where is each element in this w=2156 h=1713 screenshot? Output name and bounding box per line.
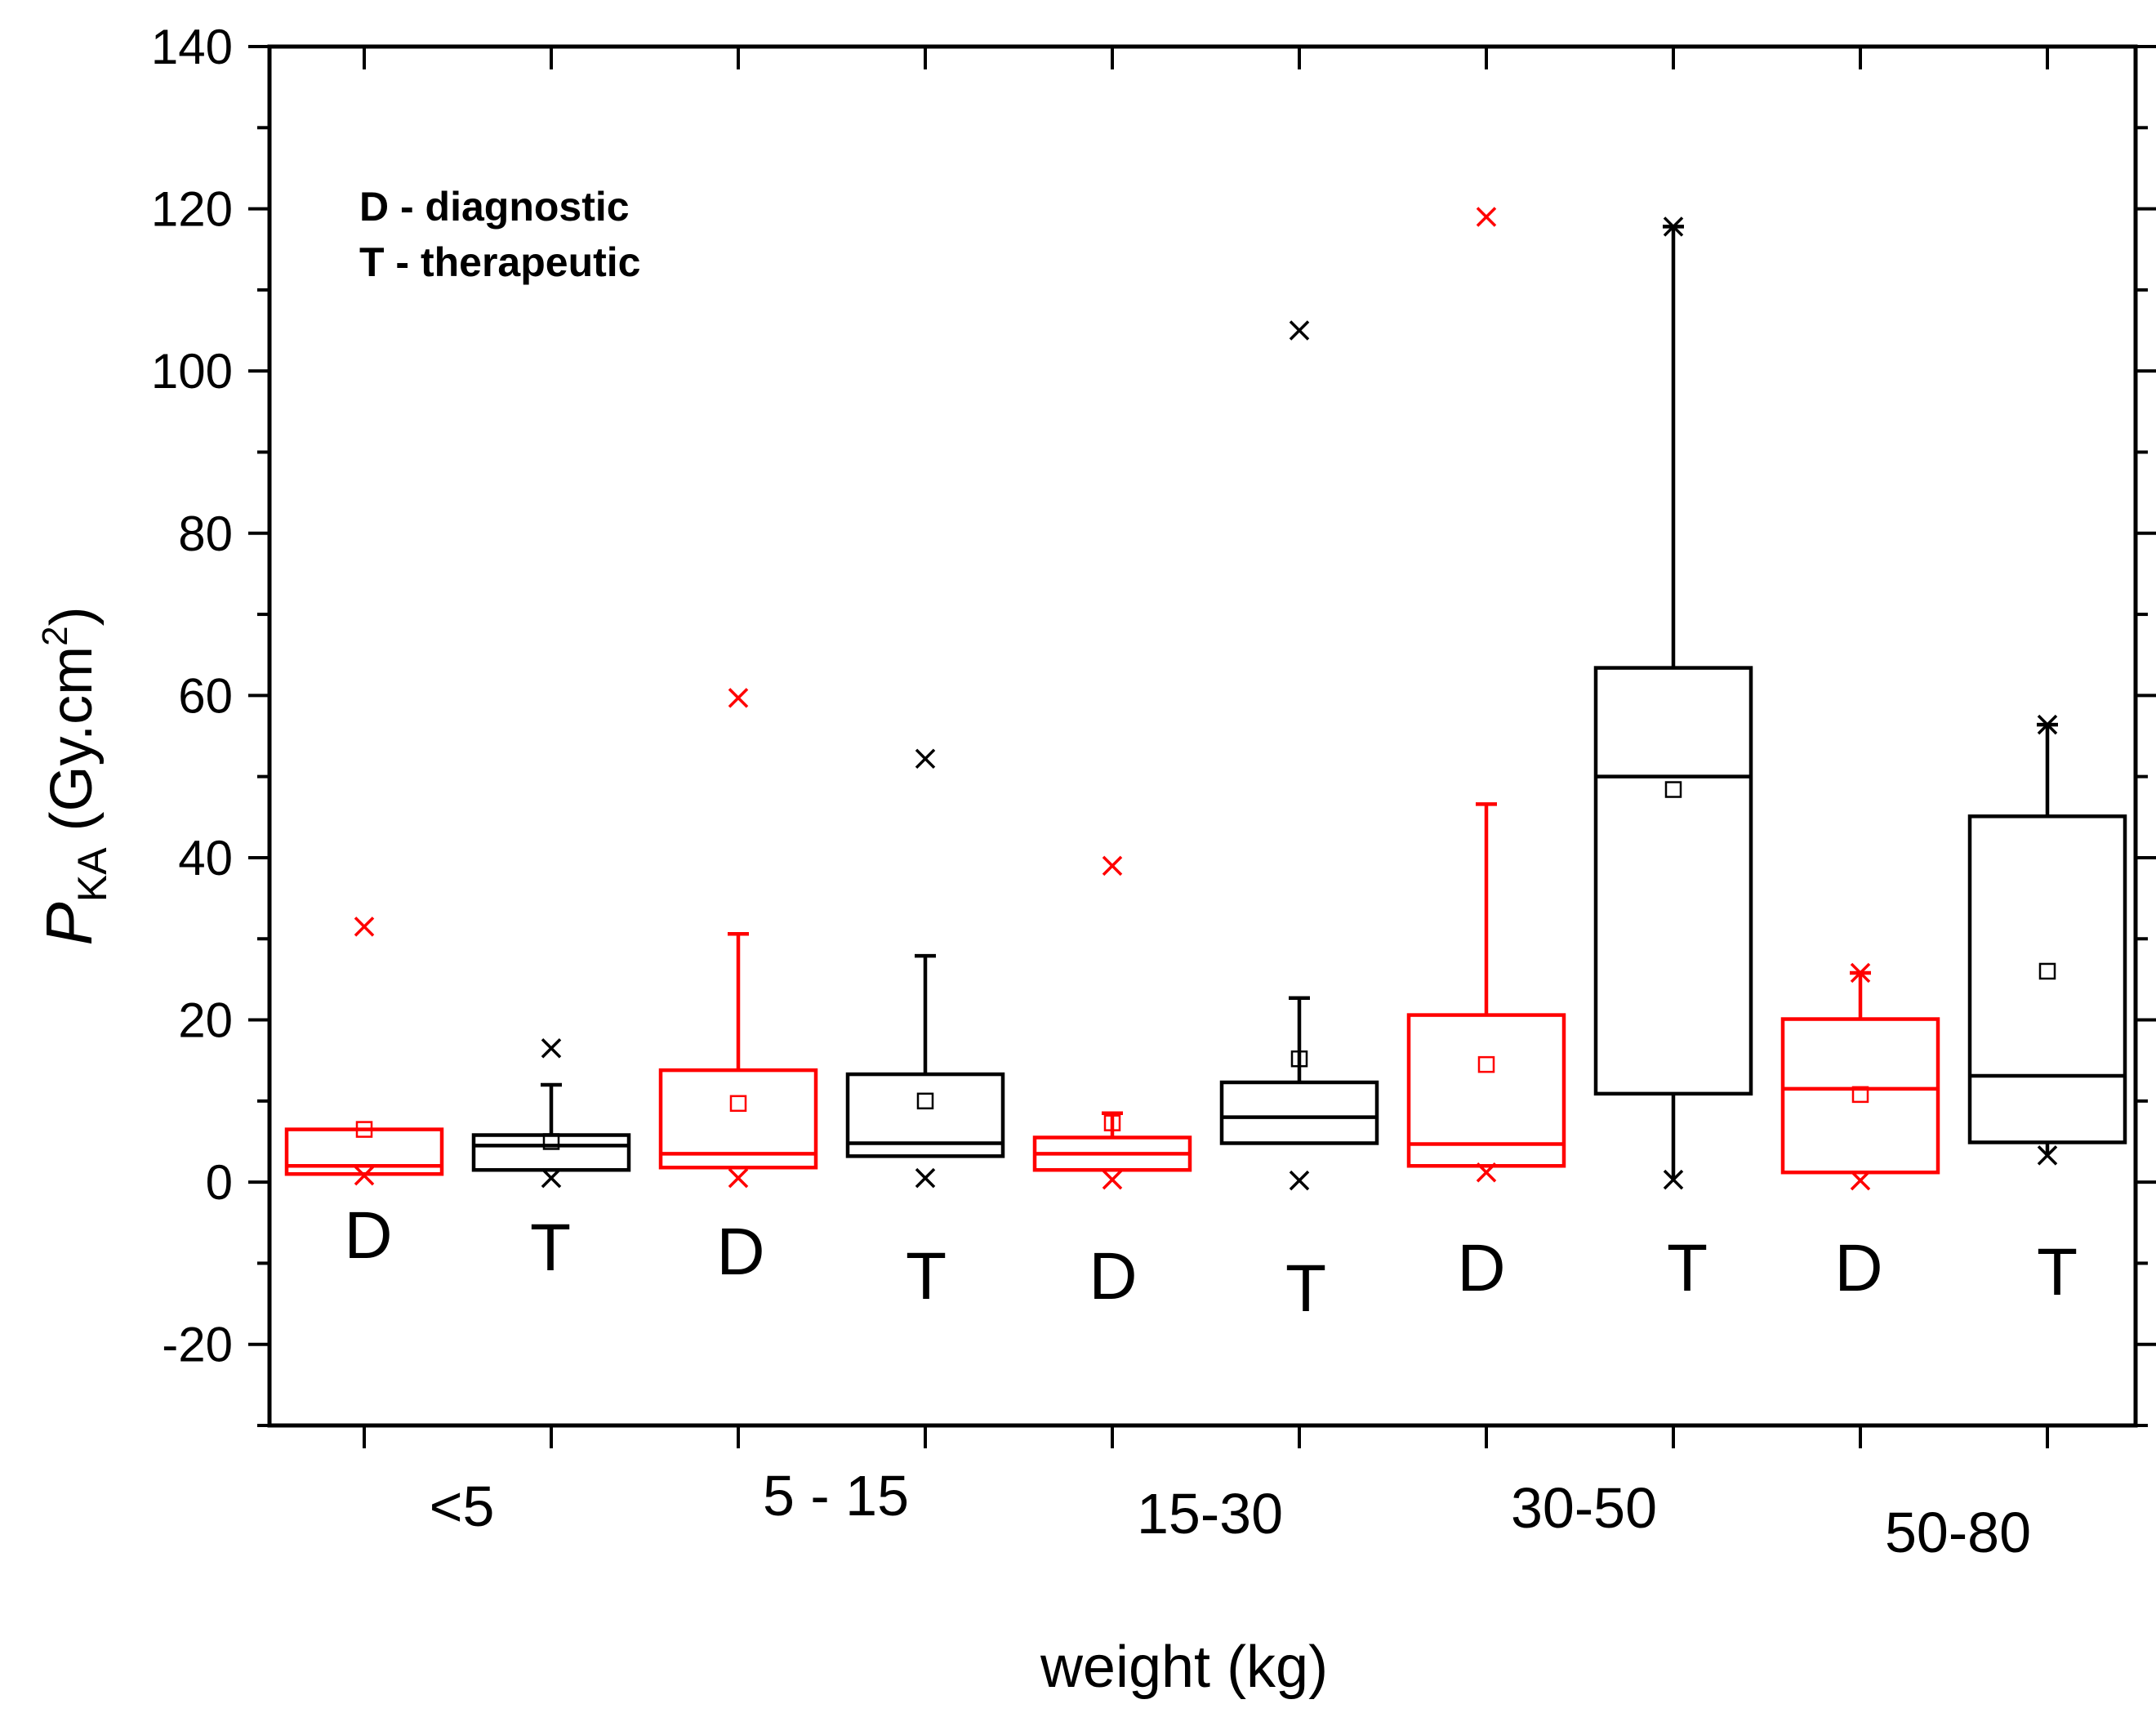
max-marker-stroke <box>1663 216 1684 237</box>
min-marker <box>1289 1170 1310 1191</box>
box-category-label: D <box>1457 1231 1505 1305</box>
box-category-label: D <box>344 1198 392 1273</box>
box-mean-marker <box>1477 1055 1495 1073</box>
legend-therapeutic: T - therapeutic <box>359 239 640 285</box>
max-marker <box>541 1038 562 1059</box>
max-marker <box>1850 962 1871 984</box>
min-marker <box>1663 1169 1684 1190</box>
box-category-label: D <box>1089 1239 1137 1314</box>
box-mean-marker <box>729 1095 747 1113</box>
box-mean-marker <box>1664 781 1682 798</box>
x-group-label: <5 <box>430 1474 495 1538</box>
min-marker-stroke <box>2037 1145 2058 1166</box>
svg-text:PKA (Gy.cm2): PKA (Gy.cm2) <box>33 606 115 945</box>
min-marker <box>1850 1170 1871 1191</box>
min-marker-stroke <box>1663 1169 1684 1190</box>
min-marker-stroke <box>354 1165 375 1186</box>
y-tick-label: 140 <box>151 20 233 74</box>
y-axis-title: PKA (Gy.cm2) <box>33 606 115 945</box>
min-marker <box>2037 1145 2058 1166</box>
min-marker <box>915 1167 936 1189</box>
y-axis-subscript: KA <box>69 847 115 902</box>
box-mean-marker <box>1851 1086 1869 1104</box>
box-category-label: T <box>1285 1251 1326 1326</box>
box-mean-marker <box>1290 1050 1308 1068</box>
max-marker-stroke <box>1476 207 1497 227</box>
box-mean-marker <box>2038 962 2056 980</box>
max-marker <box>1663 216 1684 237</box>
max-marker <box>1289 320 1310 341</box>
y-tick-label: -20 <box>162 1318 233 1372</box>
max-marker-stroke <box>1850 962 1871 984</box>
min-marker-stroke <box>1476 1162 1497 1183</box>
min-marker <box>354 1165 375 1186</box>
box-iqr <box>1593 666 1753 1096</box>
y-tick-label: 100 <box>151 344 233 399</box>
plot-area <box>248 44 2156 1448</box>
box-mean-marker <box>355 1121 373 1138</box>
min-marker <box>1102 1169 1123 1190</box>
x-axis-title: weight (kg) <box>1040 1635 1328 1700</box>
min-marker-stroke <box>728 1167 749 1189</box>
max-marker-stroke <box>1102 855 1123 877</box>
x-group-label: 15-30 <box>1137 1482 1283 1546</box>
max-marker-stroke <box>354 917 375 937</box>
box-iqr <box>1967 814 2127 1144</box>
min-marker-stroke <box>1850 1170 1871 1191</box>
y-tick-label: 80 <box>178 506 233 561</box>
min-marker <box>728 1167 749 1189</box>
max-marker-stroke <box>2037 714 2058 735</box>
max-marker <box>354 917 375 937</box>
min-marker-stroke <box>915 1167 936 1189</box>
y-tick-label: 0 <box>206 1155 233 1210</box>
box-iqr <box>658 1068 818 1170</box>
y-axis-unit-superscript: 2 <box>35 626 75 645</box>
box-iqr <box>471 1133 631 1172</box>
box-category-label: T <box>906 1239 947 1314</box>
max-marker <box>915 748 936 770</box>
max-marker <box>1102 855 1123 877</box>
min-marker <box>1476 1162 1497 1183</box>
max-marker <box>728 688 749 708</box>
y-tick-label: 60 <box>178 668 233 723</box>
max-marker-stroke <box>915 748 936 770</box>
max-marker <box>2037 714 2058 735</box>
plot-frame <box>267 44 2138 1428</box>
min-marker-stroke <box>541 1167 562 1189</box>
min-marker-stroke <box>1289 1170 1310 1191</box>
box-category-label: T <box>530 1211 571 1285</box>
box-category-label: T <box>2037 1235 2078 1309</box>
min-marker <box>541 1167 562 1189</box>
box-iqr <box>1406 1013 1566 1168</box>
max-marker <box>1476 207 1497 227</box>
legend-diagnostic: D - diagnostic <box>359 184 630 230</box>
box-iqr <box>1219 1080 1379 1145</box>
y-tick-label: 120 <box>151 182 233 237</box>
box-mean-marker <box>916 1092 934 1110</box>
box-mean-marker <box>1103 1114 1121 1131</box>
box-category-label: T <box>1667 1231 1708 1305</box>
x-group-label: 30-50 <box>1511 1476 1657 1540</box>
box-category-label: D <box>716 1215 764 1289</box>
y-tick-label: 20 <box>178 993 233 1048</box>
max-marker-stroke <box>728 688 749 708</box>
min-marker-stroke <box>1102 1169 1123 1190</box>
max-marker-stroke <box>1289 320 1310 341</box>
chart-text: D - diagnostic T - therapeutic weight (k… <box>33 20 2078 1700</box>
box-iqr <box>1780 1017 1940 1175</box>
y-axis-symbol: P <box>33 902 105 945</box>
max-marker-stroke <box>541 1038 562 1059</box>
x-group-label: 5 - 15 <box>763 1464 909 1528</box>
x-group-label: 50-80 <box>1885 1501 2031 1564</box>
y-axis-unit-close: ) <box>39 606 105 626</box>
y-axis-unit-open: (Gy.cm <box>39 646 105 848</box>
box-mean-marker <box>542 1133 560 1150</box>
box-marks <box>284 207 2127 1191</box>
y-tick-label: 40 <box>178 831 233 885</box>
box-category-label: D <box>1834 1231 1882 1305</box>
box-iqr <box>845 1072 1005 1158</box>
